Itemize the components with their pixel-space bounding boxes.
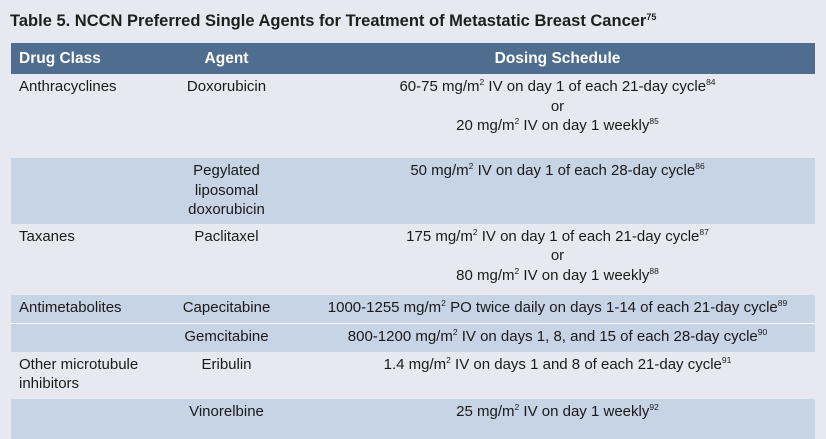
- drug-class-cell: [11, 158, 153, 224]
- dosing-line: 60-75 mg/m2 IV on day 1 of each 21-day c…: [308, 77, 807, 97]
- dosing-line: or: [308, 97, 807, 117]
- reference: 89: [777, 297, 788, 308]
- drug-class-cell: [11, 398, 153, 439]
- dosing-line: 80 mg/m2 IV on day 1 weekly88: [308, 266, 807, 286]
- dosing-line: 1000-1255 mg/m2 PO twice daily on days 1…: [308, 298, 807, 318]
- reference: 86: [695, 161, 705, 171]
- drug-class-cell: Antimetabolites: [11, 294, 153, 324]
- dose-text: PO twice daily on days 1-14 of each 21-d…: [445, 298, 778, 316]
- dosing-line: 20 mg/m2 IV on day 1 weekly85: [308, 116, 807, 136]
- table-row: Antimetabolites Capecitabine 1000-1255 m…: [11, 294, 815, 324]
- drug-class-cell: Anthracyclines: [19, 78, 117, 95]
- dose-text: 175 mg/m: [406, 227, 473, 245]
- exponent: 2: [472, 226, 478, 237]
- exponent: 2: [452, 327, 458, 337]
- dose-text: 60-75 mg/m: [399, 78, 480, 95]
- reference: 84: [706, 77, 716, 87]
- dose-text: or: [550, 97, 565, 115]
- agent-cell: Pegylated liposomal doxorubicin: [153, 158, 300, 224]
- dose-text: IV on day 1 of each 21-day cycle: [484, 78, 707, 95]
- dose-text: 50 mg/m: [410, 162, 469, 179]
- dosing-line: 25 mg/m2 IV on day 1 weekly92: [308, 402, 807, 422]
- table-row: Gemcitabine 800-1200 mg/m2 IV on days 1,…: [11, 323, 815, 352]
- agent-cell: Paclitaxel: [194, 227, 259, 245]
- agent-cell: Capecitabine: [153, 294, 300, 324]
- exponent: 2: [446, 354, 451, 365]
- dose-text: 1.4 mg/m: [383, 355, 447, 373]
- header-agent: Agent: [204, 49, 249, 67]
- dose-text: 80 mg/m: [456, 266, 515, 284]
- dose-text: IV on day 1 weekly: [519, 402, 650, 420]
- table-row: Vinorelbine 25 mg/m2 IV on day 1 weekly9…: [11, 398, 815, 439]
- reference: 91: [721, 354, 732, 365]
- header-row: Drug Class Agent Dosing Schedule: [11, 43, 815, 74]
- agent-cell: Vinorelbine: [153, 398, 300, 439]
- dose-text: 25 mg/m: [456, 402, 515, 420]
- dose-text: IV on day 1 weekly: [519, 266, 650, 284]
- table-row: Anthracyclines Doxorubicin 60-75 mg/m2 I…: [11, 74, 815, 158]
- dose-text: or: [550, 247, 565, 264]
- dose-text: IV on days 1 and 8 of each 21-day cycle: [450, 355, 722, 373]
- dose-text: IV on day 1 weekly: [519, 117, 650, 134]
- dosing-line: 1.4 mg/m2 IV on days 1 and 8 of each 21-…: [308, 355, 807, 375]
- table-row: Other microtubule inhibitors Eribulin 1.…: [11, 352, 815, 399]
- title-reference: 75: [646, 12, 657, 22]
- dose-text: 20 mg/m: [456, 117, 515, 134]
- drug-class-cell: Other microtubule inhibitors: [19, 355, 139, 393]
- dosing-line: or: [308, 246, 807, 266]
- drug-class-cell: Taxanes: [19, 227, 75, 245]
- exponent: 2: [441, 297, 446, 308]
- dosing-line: 175 mg/m2 IV on day 1 of each 21-day cyc…: [308, 227, 807, 247]
- exponent: 2: [514, 265, 520, 276]
- table-title: Table 5. NCCN Preferred Single Agents fo…: [10, 12, 656, 31]
- dosing-cell: 25 mg/m2 IV on day 1 weekly92: [300, 398, 815, 439]
- exponent: 2: [514, 401, 520, 412]
- dosing-cell: 50 mg/m2 IV on day 1 of each 28-day cycl…: [300, 158, 815, 224]
- dosing-line: 800-1200 mg/m2 IV on days 1, 8, and 15 o…: [308, 327, 807, 347]
- drug-class-cell: [11, 323, 153, 352]
- reference: 90: [757, 327, 768, 337]
- dose-text: IV on day 1 of each 28-day cycle: [473, 162, 696, 179]
- table-row: Pegylated liposomal doxorubicin 50 mg/m2…: [11, 158, 815, 224]
- table-figure: Table 5. NCCN Preferred Single Agents fo…: [10, 12, 815, 439]
- dosing-line: 50 mg/m2 IV on day 1 of each 28-day cycl…: [308, 161, 807, 181]
- header-drug-class: Drug Class: [19, 49, 101, 67]
- dose-text: 800-1200 mg/m: [347, 328, 453, 345]
- exponent: 2: [479, 77, 485, 87]
- exponent: 2: [468, 161, 474, 171]
- dose-text: IV on day 1 of each 21-day cycle: [477, 227, 700, 245]
- agent-cell: Eribulin: [201, 355, 252, 373]
- dose-text: 1000-1255 mg/m: [327, 298, 442, 316]
- dosing-cell: 60-75 mg/m2 IV on day 1 of each 21-day c…: [300, 74, 815, 158]
- agent-cell: Doxorubicin: [186, 78, 267, 95]
- reference: 85: [649, 116, 659, 126]
- table-body: Anthracyclines Doxorubicin 60-75 mg/m2 I…: [11, 74, 815, 439]
- dosing-table: Drug Class Agent Dosing Schedule Anthrac…: [11, 43, 815, 439]
- dosing-cell: 175 mg/m2 IV on day 1 of each 21-day cyc…: [300, 224, 815, 295]
- dosing-cell: 1.4 mg/m2 IV on days 1 and 8 of each 21-…: [300, 352, 815, 399]
- exponent: 2: [514, 116, 520, 126]
- dose-text: IV on days 1, 8, and 15 of each 28-day c…: [457, 328, 758, 345]
- dosing-cell: 1000-1255 mg/m2 PO twice daily on days 1…: [300, 294, 815, 324]
- dosing-cell: 800-1200 mg/m2 IV on days 1, 8, and 15 o…: [300, 323, 815, 352]
- table-row: Taxanes Paclitaxel 175 mg/m2 IV on day 1…: [11, 224, 815, 295]
- agent-cell: Gemcitabine: [153, 323, 300, 352]
- table-title-text: Table 5. NCCN Preferred Single Agents fo…: [10, 12, 647, 30]
- reference: 88: [649, 265, 659, 276]
- reference: 92: [649, 401, 659, 412]
- header-dosing-schedule: Dosing Schedule: [494, 49, 621, 67]
- reference: 87: [699, 226, 709, 237]
